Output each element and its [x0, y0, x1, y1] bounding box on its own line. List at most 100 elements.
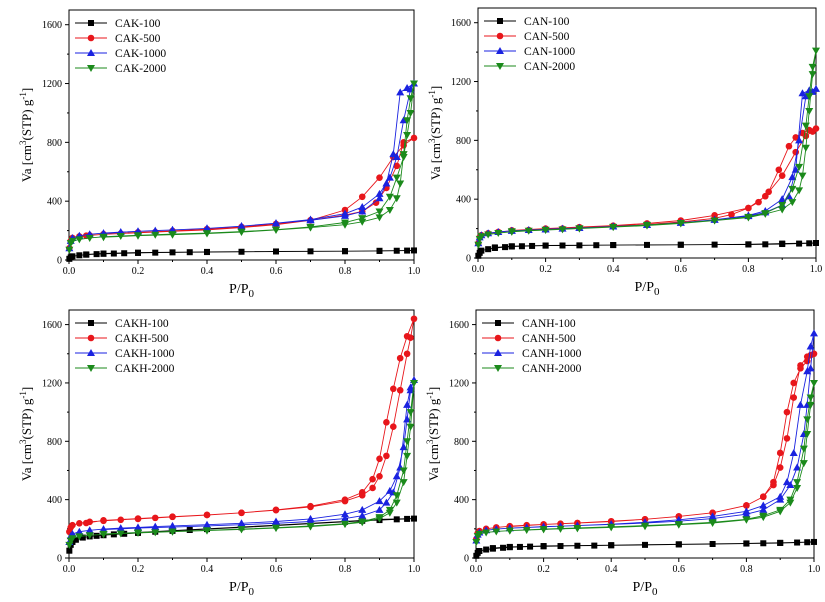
data-point [121, 250, 128, 257]
data-point [342, 248, 348, 255]
data-point [795, 187, 804, 195]
data-point [376, 247, 383, 254]
data-point [186, 249, 193, 256]
data-point [238, 248, 245, 255]
data-point [760, 493, 767, 501]
x-tick-label: 1.0 [808, 564, 821, 575]
data-point [806, 394, 815, 402]
data-point [375, 214, 384, 222]
x-axis-label: P/P0 [229, 580, 254, 598]
data-point [776, 492, 785, 500]
series-line [68, 137, 415, 249]
x-tick-label: 0.4 [607, 264, 620, 275]
y-tick-label: 1200 [451, 77, 471, 88]
data-point [812, 47, 820, 55]
data-point [411, 247, 417, 254]
data-point [478, 247, 485, 254]
data-point [789, 448, 798, 456]
data-point [376, 174, 383, 181]
data-point [558, 226, 567, 234]
data-point [540, 543, 547, 550]
data-point [742, 507, 751, 515]
data-point [812, 125, 820, 132]
data-point [799, 460, 808, 468]
legend-entry: CANH-2000 [482, 363, 582, 375]
data-point [306, 517, 315, 525]
x-tick-label: 0.2 [132, 564, 145, 575]
data-point [778, 195, 787, 203]
data-point [93, 251, 100, 258]
data-point [404, 515, 411, 522]
data-point [151, 231, 160, 239]
legend-entry: CAN-500 [484, 31, 570, 43]
x-tick-label: 0.2 [539, 264, 552, 275]
data-point [785, 142, 793, 150]
data-point [82, 519, 90, 527]
data-point [403, 332, 411, 340]
data-point [358, 215, 367, 223]
data-point [85, 526, 94, 534]
data-point [341, 520, 349, 528]
data-point [805, 93, 814, 101]
data-point [341, 211, 349, 219]
data-point [410, 379, 418, 387]
x-tick-label: 0.6 [675, 264, 688, 275]
data-point [794, 539, 801, 546]
data-point [203, 230, 211, 238]
data-point [203, 521, 211, 529]
data-point [795, 163, 804, 171]
data-point [383, 419, 390, 426]
data-point [392, 499, 401, 507]
data-point [117, 516, 125, 524]
data-point [708, 519, 717, 527]
data-point [375, 505, 384, 513]
data-point [358, 203, 367, 211]
data-point [307, 502, 314, 510]
chart-panel-3: 0.0 0.2 0.4 0.6 0.8 1.0 0 400 800 1200 1600 P/P0 Va … [18, 309, 420, 598]
series-cakh-2000 [65, 379, 418, 549]
data-point [390, 423, 397, 431]
legend-entry: CANH-1000 [482, 348, 582, 360]
data-point [358, 193, 366, 201]
data-point [811, 538, 817, 545]
y-tick-label: 1600 [42, 20, 62, 31]
data-point [358, 505, 367, 513]
data-point [759, 505, 768, 513]
y-tick-label: 800 [47, 138, 62, 149]
data-point [804, 539, 811, 546]
data-point [358, 518, 367, 526]
series-line [68, 379, 415, 543]
data-point [759, 501, 768, 509]
data-point [134, 524, 142, 532]
data-point [798, 172, 807, 180]
data-point [711, 241, 718, 248]
data-point [808, 71, 817, 79]
x-tick-label: 0.6 [270, 266, 283, 277]
y-tick-label: 400 [47, 197, 62, 208]
data-point [483, 546, 490, 553]
data-point [399, 467, 408, 475]
x-tick-label: 1.0 [810, 264, 823, 275]
data-point [341, 221, 349, 229]
legend-entry: CAKH-1000 [75, 348, 175, 360]
x-tick-label: 0.0 [472, 264, 485, 275]
data-point [799, 445, 808, 453]
data-point [169, 249, 176, 256]
x-tick-label: 0.4 [201, 564, 214, 575]
x-tick-label: 0.6 [673, 564, 686, 575]
data-point [793, 479, 802, 487]
data-point [557, 543, 564, 550]
legend-label: CANH-500 [522, 333, 576, 345]
data-point [745, 241, 752, 248]
data-point [385, 193, 394, 201]
x-tick-label: 1.0 [408, 266, 421, 277]
data-point [99, 234, 108, 242]
series-cak-1000 [65, 79, 418, 252]
legend-label: CANH-2000 [522, 363, 582, 375]
data-point [776, 449, 784, 457]
data-point [779, 240, 786, 247]
legend-label: CAK-100 [115, 18, 161, 30]
chart-panel-2: 0.0 0.2 0.4 0.6 0.8 1.0 0 400 800 1200 1600 P/P0 Va … [427, 7, 823, 298]
data-point [383, 452, 390, 460]
data-point [541, 226, 550, 234]
